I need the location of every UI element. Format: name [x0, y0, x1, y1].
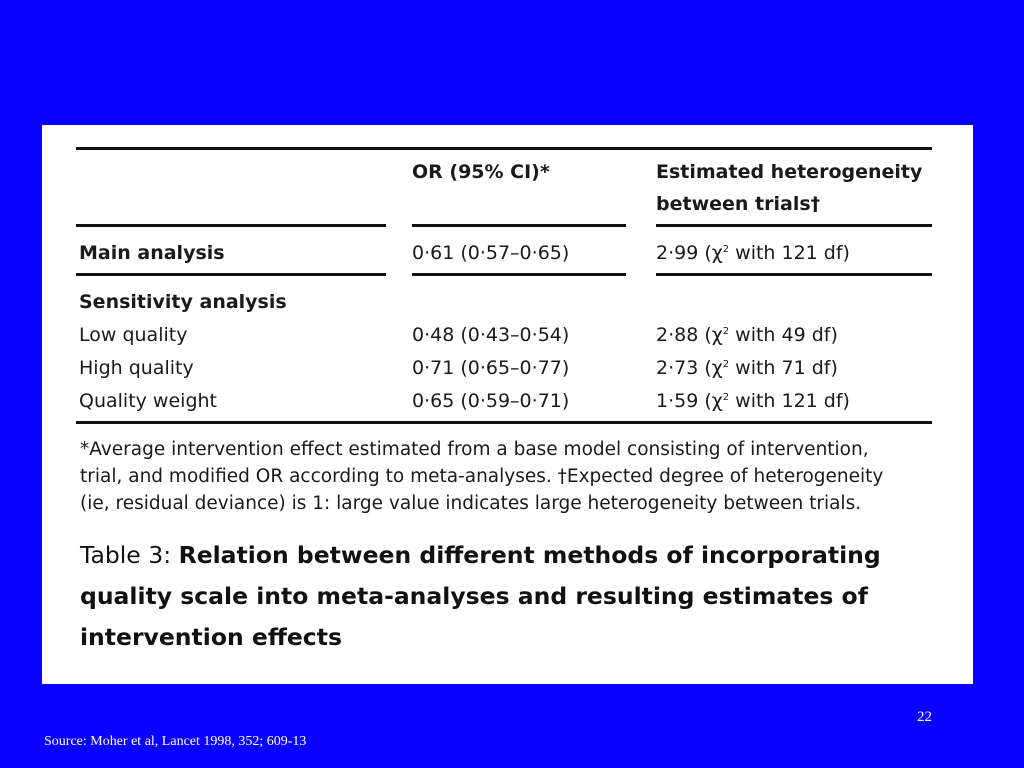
header-rule-col2 — [412, 224, 626, 227]
bottom-rule — [76, 421, 932, 424]
footnote-line: trial, and modified OR according to meta… — [80, 466, 884, 487]
main-rule-col3 — [656, 273, 932, 276]
header-or: OR (95% CI)* — [412, 161, 550, 183]
page-number: 22 — [917, 709, 932, 725]
footnote-line: *Average intervention effect estimated f… — [80, 439, 869, 460]
row-or: 0·71 (0·65–0·77) — [412, 357, 570, 379]
header-heterogeneity-line1: Estimated heterogeneity — [656, 161, 923, 183]
row-or: 0·65 (0·59–0·71) — [412, 390, 570, 412]
top-rule — [76, 147, 932, 150]
footnote-line: (ie, residual deviance) is 1: large valu… — [80, 493, 862, 514]
main-analysis-label: Main analysis — [79, 242, 225, 264]
caption-prefix: Table 3: — [80, 541, 179, 569]
row-heterogeneity: 2·73 (χ2 with 71 df) — [656, 357, 838, 379]
caption-line: quality scale into meta-analyses and res… — [80, 582, 868, 610]
caption-line: intervention effects — [80, 623, 342, 651]
row-heterogeneity: 1·59 (χ2 with 121 df) — [656, 390, 850, 412]
caption-text: Relation between different methods of in… — [178, 541, 881, 569]
main-rule-col1 — [76, 273, 386, 276]
row-label: Low quality — [79, 324, 188, 346]
row-or: 0·48 (0·43–0·54) — [412, 324, 570, 346]
header-rule-col1 — [76, 224, 386, 227]
source-citation: Source: Moher et al, Lancet 1998, 352; 6… — [44, 734, 307, 749]
table-caption: Table 3: Relation between different meth… — [80, 535, 960, 658]
sensitivity-heading: Sensitivity analysis — [79, 291, 287, 313]
row-heterogeneity: 2·88 (χ2 with 49 df) — [656, 324, 838, 346]
header-heterogeneity-line2: between trials† — [656, 193, 821, 215]
main-analysis-heterogeneity: 2·99 (χ2 with 121 df) — [656, 242, 850, 264]
table-footnote: *Average intervention effect estimated f… — [80, 436, 960, 517]
table-image-panel: OR (95% CI)* Estimated heterogeneity bet… — [42, 125, 973, 684]
header-rule-col3 — [656, 224, 932, 227]
caption-line: Table 3: Relation between different meth… — [80, 535, 960, 576]
row-label: Quality weight — [79, 390, 217, 412]
row-label: High quality — [79, 357, 194, 379]
main-analysis-or: 0·61 (0·57–0·65) — [412, 242, 570, 264]
main-rule-col2 — [412, 273, 626, 276]
